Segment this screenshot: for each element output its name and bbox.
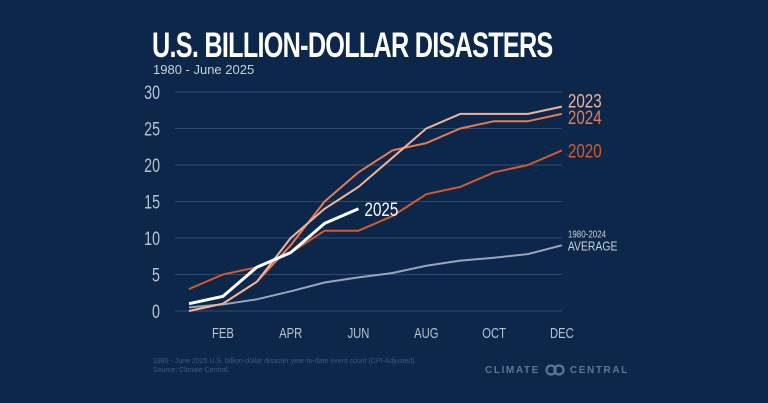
logo-rings-icon: [545, 364, 565, 376]
y-tick-label: 25: [144, 119, 160, 140]
chart-subtitle: 1980 - June 2025: [153, 62, 255, 77]
series-label-average-years: 1980-2024: [568, 228, 606, 239]
series-label-2025: 2025: [365, 198, 399, 220]
series-line-2025: [188, 207, 360, 306]
series-line-2020: [188, 149, 563, 291]
chart-title: U.S. BILLION-DOLLAR DISASTERS: [152, 26, 553, 65]
x-tick-label: DEC: [550, 324, 574, 341]
logo-text-left: CLIMATE: [485, 364, 540, 376]
x-tick-label: JUN: [348, 324, 370, 341]
climate-central-logo: CLIMATE CENTRAL: [485, 364, 629, 376]
y-tick-label: 20: [144, 155, 160, 176]
y-tick-label: 5: [152, 265, 160, 286]
series-label-2024: 2024: [568, 106, 602, 128]
series-label-2020: 2020: [568, 140, 602, 162]
y-tick-label: 10: [144, 228, 160, 249]
x-tick-label: APR: [279, 324, 302, 341]
series-line-1980-2024-average: [188, 244, 563, 309]
x-tick-label: AUG: [414, 324, 438, 341]
footnote-source: Source: Climate Central.: [153, 367, 230, 374]
y-tick-label: 15: [144, 192, 160, 213]
series-label-2023: 2023: [568, 90, 602, 112]
footnote: 1980 - June 2025 U.S. billion-dollar dis…: [153, 357, 416, 375]
footnote-line-1: 1980 - June 2025 U.S. billion-dollar dis…: [153, 358, 417, 365]
series-line-2023: [188, 105, 563, 312]
x-tick-label: FEB: [212, 324, 234, 341]
y-tick-label: 30: [144, 82, 160, 103]
series-label-average: AVERAGE: [568, 239, 618, 253]
y-tick-label: 0: [152, 301, 160, 322]
x-tick-label: OCT: [482, 324, 506, 341]
logo-text-right: CENTRAL: [569, 364, 629, 376]
